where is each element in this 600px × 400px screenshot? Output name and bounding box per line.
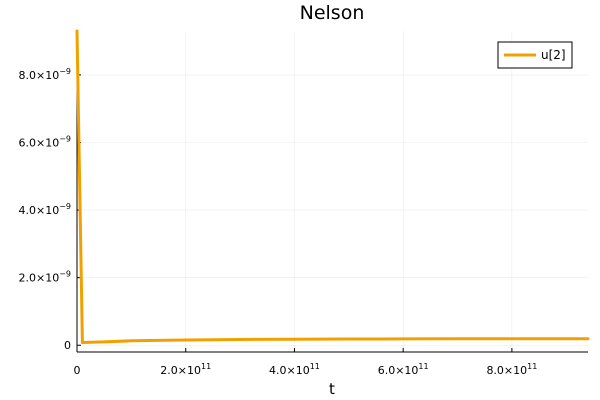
legend-label-0: u[2] bbox=[541, 48, 566, 62]
series-line-0 bbox=[75, 29, 590, 344]
y-tick-label-2: 4.0×10−9 bbox=[18, 202, 71, 217]
x-tick-label-3: 6.0×1011 bbox=[378, 362, 429, 377]
x-tick-label-4: 8.0×1011 bbox=[486, 362, 537, 377]
x-axis-ticks: 0 2.0×1011 4.0×1011 6.0×1011 8.0×1011 bbox=[74, 348, 537, 377]
x-tick-label-2: 4.0×1011 bbox=[269, 362, 320, 377]
x-axis-label: t bbox=[329, 380, 335, 398]
gridlines bbox=[76, 31, 588, 352]
x-tick-label-1: 2.0×1011 bbox=[160, 362, 211, 377]
chart-title: Nelson bbox=[300, 2, 365, 24]
legend: u[2] bbox=[497, 41, 573, 69]
series-lines bbox=[75, 29, 590, 344]
y-tick-label-3: 6.0×10−9 bbox=[18, 135, 71, 150]
y-axis-ticks: 0 2.0×10−9 4.0×10−9 6.0×10−9 8.0×10−9 bbox=[18, 67, 81, 352]
y-tick-label-4: 8.0×10−9 bbox=[18, 67, 71, 82]
y-tick-label-1: 2.0×10−9 bbox=[18, 270, 71, 285]
x-tick-label-0: 0 bbox=[74, 364, 81, 377]
y-tick-label-0: 0 bbox=[64, 339, 71, 352]
